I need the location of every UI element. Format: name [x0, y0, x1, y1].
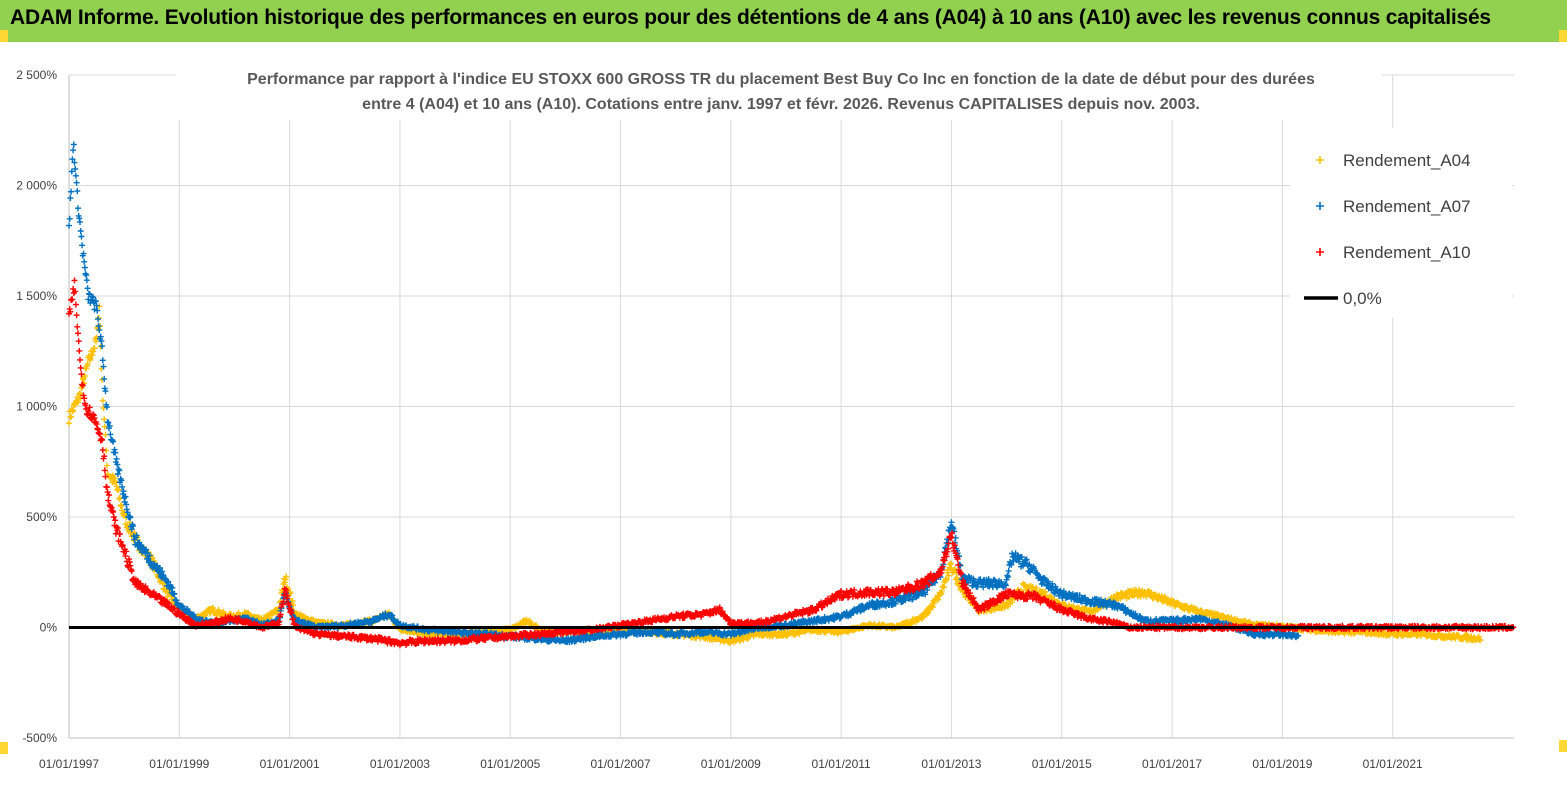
header-title: ADAM Informe. Evolution historique des p…	[10, 6, 1491, 29]
x-tick-label: 01/01/2021	[1363, 757, 1423, 771]
performance-chart: 2 500% 2 000% 1 500% 1 000% 500% 0% -500% 01/0…	[0, 42, 1567, 790]
legend-marker	[1316, 202, 1324, 210]
header-banner: ADAM Informe. Evolution historique des p…	[0, 0, 1567, 42]
x-tick-label: 01/01/2015	[1032, 757, 1092, 771]
y-tick-label: 0%	[40, 621, 58, 635]
legend-label: Rendement_A04	[1343, 151, 1471, 170]
corner-marker-top-left	[0, 30, 8, 42]
x-axis-ticks: 01/01/1997 01/01/1999 01/01/2001 01/01/2003…	[39, 757, 1423, 771]
legend-marker	[1316, 248, 1324, 256]
legend-item-3: Rendement_A10	[1316, 243, 1471, 262]
x-tick-label: 01/01/1999	[149, 757, 209, 771]
x-tick-label: 01/01/1997	[39, 757, 99, 771]
y-tick-label: 2 500%	[16, 68, 57, 82]
chart-subtitle-line-2: entre 4 (A04) et 10 ans (A10). Cotations…	[362, 96, 1200, 113]
x-tick-label: 01/01/2017	[1142, 757, 1202, 771]
legend-item-4: 0,0%	[1304, 289, 1382, 308]
x-tick-label: 01/01/2011	[812, 757, 871, 771]
subtitle-background	[176, 68, 1382, 120]
x-tick-label: 01/01/2001	[260, 757, 320, 771]
legend-label: 0,0%	[1343, 289, 1382, 308]
y-tick-label: 2 000%	[16, 179, 57, 193]
legend-label: Rendement_A10	[1343, 243, 1471, 262]
y-tick-label: 1 000%	[16, 400, 57, 414]
x-tick-label: 01/01/2007	[590, 757, 650, 771]
legend: Rendement_A04 Rendement_A07 Rendement_A10 0…	[1290, 128, 1512, 318]
corner-marker-bottom-left	[0, 742, 8, 754]
y-tick-label: 1 500%	[16, 289, 57, 303]
legend-label: Rendement_A07	[1343, 197, 1471, 216]
y-tick-label: -500%	[22, 731, 57, 745]
x-tick-label: 01/01/2003	[370, 757, 430, 771]
x-tick-label: 01/01/2013	[921, 757, 981, 771]
chart-subtitle-line-1: Performance par rapport à l'indice EU ST…	[247, 71, 1315, 88]
x-tick-label: 01/01/2019	[1252, 757, 1312, 771]
x-tick-label: 01/01/2005	[480, 757, 540, 771]
y-axis-ticks: 2 500% 2 000% 1 500% 1 000% 500% 0% -500%	[16, 68, 57, 745]
legend-item-2: Rendement_A07	[1316, 197, 1471, 216]
y-tick-label: 500%	[26, 510, 57, 524]
corner-marker-bottom-right	[1559, 740, 1567, 752]
legend-marker	[1316, 156, 1324, 164]
legend-item-1: Rendement_A04	[1316, 151, 1471, 170]
data-series	[66, 141, 1517, 649]
x-tick-label: 01/01/2009	[701, 757, 761, 771]
legend-background	[1290, 128, 1512, 318]
corner-marker-top-right	[1559, 30, 1567, 42]
